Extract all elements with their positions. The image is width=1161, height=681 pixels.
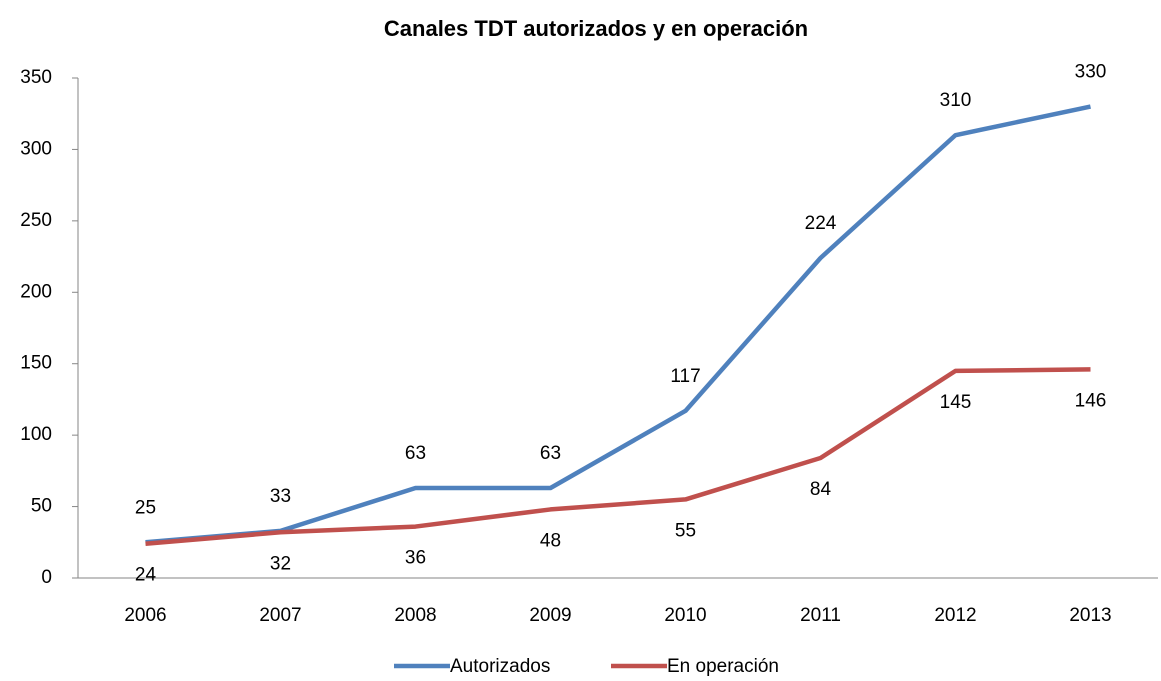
legend-label: Autorizados [450,656,550,677]
data-label: 25 [135,497,156,518]
data-label: 55 [675,520,696,541]
data-label: 36 [405,548,426,569]
y-tick-label: 150 [20,353,52,374]
x-tick-label: 2012 [934,605,976,626]
x-tick-label: 2013 [1069,605,1111,626]
x-tick-label: 2007 [259,605,301,626]
y-tick-label: 0 [41,567,52,588]
data-label: 63 [405,443,426,464]
x-tick-label: 2010 [664,605,706,626]
y-tick-label: 250 [20,210,52,231]
y-tick-label: 100 [20,424,52,445]
y-tick-label: 300 [20,138,52,159]
y-tick-label: 350 [20,67,52,88]
data-label: 48 [540,530,561,551]
y-tick-label: 50 [31,496,52,517]
line-series [145,367,1091,546]
data-label: 146 [1075,390,1107,411]
data-label: 63 [540,443,561,464]
data-label: 32 [270,553,291,574]
data-label: 33 [270,486,291,507]
x-tick-label: 2009 [529,605,571,626]
x-tick-label: 2011 [800,605,841,626]
line-series [145,104,1091,545]
data-label: 310 [940,90,972,111]
data-label: 24 [135,565,157,586]
data-label: 84 [810,479,832,500]
data-label: 117 [670,366,700,387]
chart-title: Canales TDT autorizados y en operación [384,16,808,41]
y-tick-label: 200 [20,281,52,302]
data-label: 330 [1075,62,1107,83]
data-label: 224 [805,213,837,234]
x-tick-label: 2008 [394,605,436,626]
legend-label: En operación [667,656,779,677]
x-tick-label: 2006 [124,605,166,626]
data-label: 145 [940,392,972,413]
